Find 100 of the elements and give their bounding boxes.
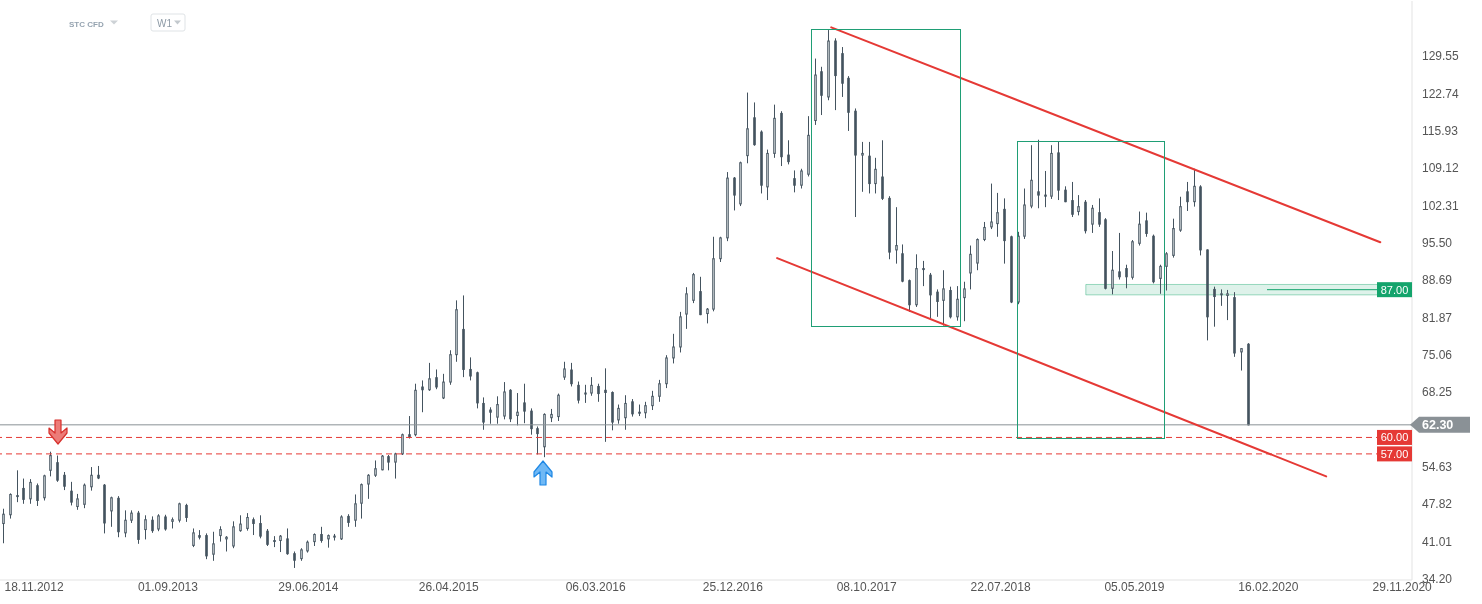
candlestick: [963, 281, 966, 322]
candlestick: [597, 383, 600, 403]
y-tick-label: 95.50: [1422, 236, 1453, 251]
candlestick: [523, 383, 526, 424]
y-tick-label: 109.12: [1422, 161, 1460, 176]
candlestick: [570, 362, 573, 387]
candlestick: [408, 415, 411, 440]
candlestick: [942, 269, 945, 327]
candlestick: [990, 183, 993, 230]
candlestick: [482, 396, 485, 431]
y-tick-label: 41.01: [1422, 534, 1453, 549]
candlestick: [16, 469, 19, 503]
x-tick-label: 25.12.2016: [702, 579, 764, 594]
y-tick-label: 81.87: [1422, 310, 1453, 325]
candlestick: [1193, 168, 1196, 208]
candlestick: [733, 176, 736, 211]
y-tick-label: 47.82: [1422, 497, 1453, 512]
candlestick: [617, 404, 620, 425]
candlestick: [922, 260, 925, 287]
candlestick: [1071, 181, 1074, 218]
candlestick: [1044, 170, 1047, 208]
candlestick: [354, 493, 357, 528]
candlestick: [442, 373, 445, 400]
candlestick: [793, 169, 796, 193]
candlestick: [820, 66, 823, 116]
candlestick: [658, 379, 661, 403]
y-tick-label: 54.63: [1422, 460, 1453, 475]
y-tick-label: 129.55: [1422, 49, 1460, 64]
candlestick: [1240, 348, 1243, 372]
candlestick: [956, 285, 959, 322]
candlestick: [70, 481, 73, 506]
band-label: 87.00: [1380, 283, 1409, 296]
candlestick: [144, 514, 147, 540]
candlestick: [63, 471, 66, 491]
candlestick: [590, 376, 593, 397]
candlestick: [969, 245, 972, 290]
candlestick: [205, 532, 208, 560]
candlestick: [1186, 181, 1189, 212]
candlestick: [929, 272, 932, 319]
candlestick: [394, 452, 397, 480]
candlestick: [577, 381, 580, 404]
y-tick-label: 88.69: [1422, 273, 1453, 288]
y-tick-label: 68.25: [1422, 385, 1453, 400]
candlestick: [232, 520, 235, 549]
candlestick: [1111, 250, 1114, 295]
candlestick: [49, 451, 52, 477]
x-tick-label: 06.03.2016: [565, 579, 627, 594]
x-tick-label: 29.06.2014: [278, 579, 339, 594]
y-tick-label: 102.31: [1422, 198, 1460, 213]
candlestick: [1118, 232, 1121, 281]
candlestick: [340, 514, 343, 541]
candlestick: [469, 356, 472, 381]
candlestick: [1138, 211, 1141, 247]
candlestick: [29, 478, 32, 505]
candlestick: [185, 503, 188, 523]
candlestick: [1098, 197, 1101, 228]
annotation: W1: [157, 17, 173, 29]
candlestick: [936, 288, 939, 318]
candlestick: [124, 509, 127, 538]
x-tick-label: 08.10.2017: [836, 579, 898, 594]
candlestick: [800, 168, 803, 190]
annotation: STC CFD: [69, 20, 104, 29]
candlestick: [584, 384, 587, 404]
candlestick: [983, 221, 986, 242]
candlestick: [672, 333, 675, 364]
candlestick: [536, 425, 539, 455]
candlestick: [259, 514, 262, 539]
candlestick: [1159, 264, 1162, 295]
candlestick: [90, 466, 93, 492]
candlestick: [435, 368, 438, 390]
candlestick: [421, 379, 424, 413]
x-tick-label: 01.09.2013: [137, 579, 199, 594]
candlestick: [367, 473, 370, 500]
candlestick: [685, 286, 688, 330]
candlestick: [976, 237, 979, 271]
candlestick: [624, 394, 627, 431]
candlestick: [1077, 194, 1080, 216]
candlestick: [496, 395, 499, 425]
candlestick: [83, 483, 86, 509]
candlestick: [36, 483, 39, 507]
candlestick: [699, 276, 702, 316]
candlestick: [9, 492, 12, 520]
y-tick-label: 115.93: [1422, 124, 1459, 139]
candlestick: [192, 527, 195, 548]
candlestick: [286, 527, 289, 556]
candlestick: [1037, 139, 1040, 209]
candlestick: [43, 474, 46, 501]
candlestick: [212, 531, 215, 562]
candlestick: [563, 361, 566, 381]
candlestick: [428, 362, 431, 392]
x-tick-label: 18.11.2012: [4, 579, 64, 594]
candlestick: [22, 478, 25, 505]
candlestick: [787, 139, 790, 165]
candlestick: [1145, 212, 1148, 238]
candlestick: [530, 407, 533, 436]
candlestick: [1213, 286, 1216, 328]
y-tick-label: 75.06: [1422, 348, 1453, 363]
candlestick: [1165, 251, 1168, 291]
y-tick-label: 122.74: [1422, 86, 1460, 101]
candlestick: [56, 455, 59, 483]
